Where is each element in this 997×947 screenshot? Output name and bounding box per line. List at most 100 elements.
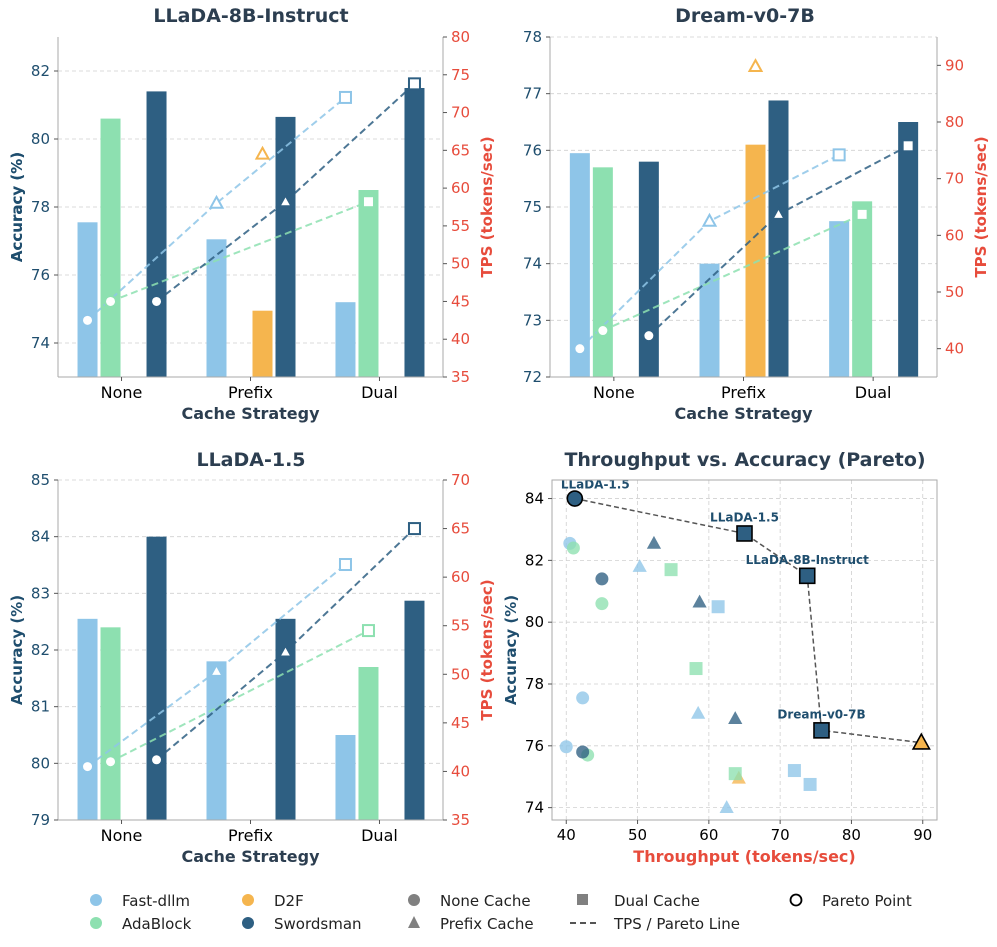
bar-adablock-none [592,167,613,377]
y-tick-label: 81 [31,698,50,716]
tps-line-fast-dllm [86,96,347,322]
y-tick-label: 78 [523,28,542,46]
panel-title: LLaDA-1.5 [196,449,305,471]
tps-marker-fast-dllm-prefix [701,212,718,227]
scatter-point-ada-dual [664,563,678,577]
bar-adablock-dual [358,190,379,377]
legend-tps-line-label: TPS / Pareto Line [613,915,740,933]
y2-tick-label: 70 [451,471,470,489]
x-tick-label: 70 [771,826,790,844]
y-tick-label: 79 [31,811,50,829]
legend-dual-cache-label: Dual Cache [614,892,700,910]
bar-swordsman-prefix [275,116,296,378]
scatter-point-ada-dual [728,767,742,781]
x-tick-label: 80 [842,826,861,844]
bar-adablock-dual [358,667,379,820]
tps-marker-swordsman-prefix [770,205,787,220]
legend-none-cache-marker [408,894,420,906]
y-tick-label: 85 [31,471,50,489]
y2-tick-label: 40 [451,330,470,348]
bar-fast-dllm-dual [829,221,850,377]
tps-marker-swordsman-none [150,294,164,308]
y-tick-label: 80 [31,754,50,772]
x-tick-label: Prefix [228,383,273,402]
legend-adablock-marker [90,917,102,929]
panel-llada-8b-instruct: LLaDA-8B-Instruct 74 76 78 80 82 35 40 45 50 55 60 6… [8,5,496,423]
y-tick-label: 80 [525,613,544,631]
legend-swordsman-marker [242,917,254,929]
legend-adablock-label: AdaBlock [122,915,192,933]
x-tick-label: None [593,383,635,402]
y2-tick-label: 70 [945,170,964,188]
y-tick-label: 76 [523,141,542,159]
x-tick-label: 40 [557,826,576,844]
scatter-point-ada-none [566,541,580,555]
bar-swordsman-dual [404,600,425,820]
pareto-label-dream-v0-7b: Dream-v0-7B [777,707,865,721]
y-tick-label: 77 [523,85,542,103]
tps-line-adablock [110,629,369,763]
pareto-point-5 [911,732,931,750]
scatter-point-ada-none [595,597,609,611]
tps-marker-swordsman-dual [407,522,421,536]
x-tick-label: Dual [855,383,892,402]
scatter-point-ada-dual [689,662,703,676]
tps-marker-swordsman-prefix [277,193,294,208]
bar-swordsman-none [146,536,167,820]
y-tick-label: 80 [31,130,50,148]
y-tick-label: 82 [31,641,50,659]
y-tick-label: 76 [31,266,50,284]
bar-fast-dllm-dual [335,302,356,377]
legend-pareto-point-label: Pareto Point [822,892,912,910]
x-tick-label: 60 [699,826,718,844]
tps-line-swordsman [155,83,416,303]
bar-d2f-prefix [252,310,273,377]
y2-tick-label: 50 [945,283,964,301]
panel-title: Dream-v0-7B [675,5,815,27]
pareto-label-llada-1-5: LLaDA-1.5 [710,510,779,524]
y-axis-label: Accuracy (%) [502,595,520,705]
y2-tick-label: 40 [451,762,470,780]
x-tick-label: 50 [628,826,647,844]
x-axis-label: Cache Strategy [674,404,813,423]
scatter-point-fast-prefix [719,800,734,814]
panel-pareto-scatter: Throughput vs. Accuracy (Pareto) LLaDA-1.… [502,449,938,866]
y2-tick-label: 65 [451,520,470,538]
y-axis-label: Accuracy (%) [8,595,26,705]
tps-marker-d2f-prefix [747,58,764,73]
panel-title: LLaDA-8B-Instruct [153,5,348,27]
legend-dual-cache-marker [577,894,588,905]
tps-marker-swordsman-none [150,753,164,767]
y-tick-label: 74 [523,255,542,273]
legend-d2f-label: D2F [274,892,304,910]
scatter-point-sword-prefix [692,594,707,608]
scatter-point-sword-none [576,745,590,759]
scatter-point-sword-prefix [646,535,662,549]
scatter-point-sword-prefix [728,711,743,725]
scatter-point-fast-none [559,740,573,754]
y-tick-label: 84 [31,528,50,546]
bar-swordsman-prefix [768,100,789,377]
tps-marker-swordsman-prefix [277,643,294,658]
y2-tick-label: 80 [945,113,964,131]
y-tick-label: 78 [31,198,50,216]
tps-marker-adablock-dual [855,207,869,221]
bar-adablock-none [100,118,121,377]
pareto-point-4 [813,722,830,739]
legend: Fast-dllm AdaBlock D2F Swordsman None Ca… [90,892,912,933]
x-tick-label: 90 [913,826,932,844]
pareto-point-1 [566,490,584,507]
y-tick-label: 82 [525,551,544,569]
scatter-point-fast-prefix [691,705,706,719]
scatter-point-fast-prefix [632,559,647,572]
bar-d2f-prefix [745,144,766,377]
bar-fast-dllm-none [77,222,98,377]
x-tick-label: Prefix [228,826,273,845]
tps-marker-fast-dllm-none [573,342,587,356]
y-tick-label: 78 [525,675,544,693]
tps-line-adablock [110,200,369,303]
pareto-point-2 [736,525,753,542]
pareto-label-llada-8b-instruct: LLaDA-8B-Instruct [746,553,870,567]
bar-adablock-none [100,627,121,820]
bar-fast-dllm-prefix [206,239,227,377]
